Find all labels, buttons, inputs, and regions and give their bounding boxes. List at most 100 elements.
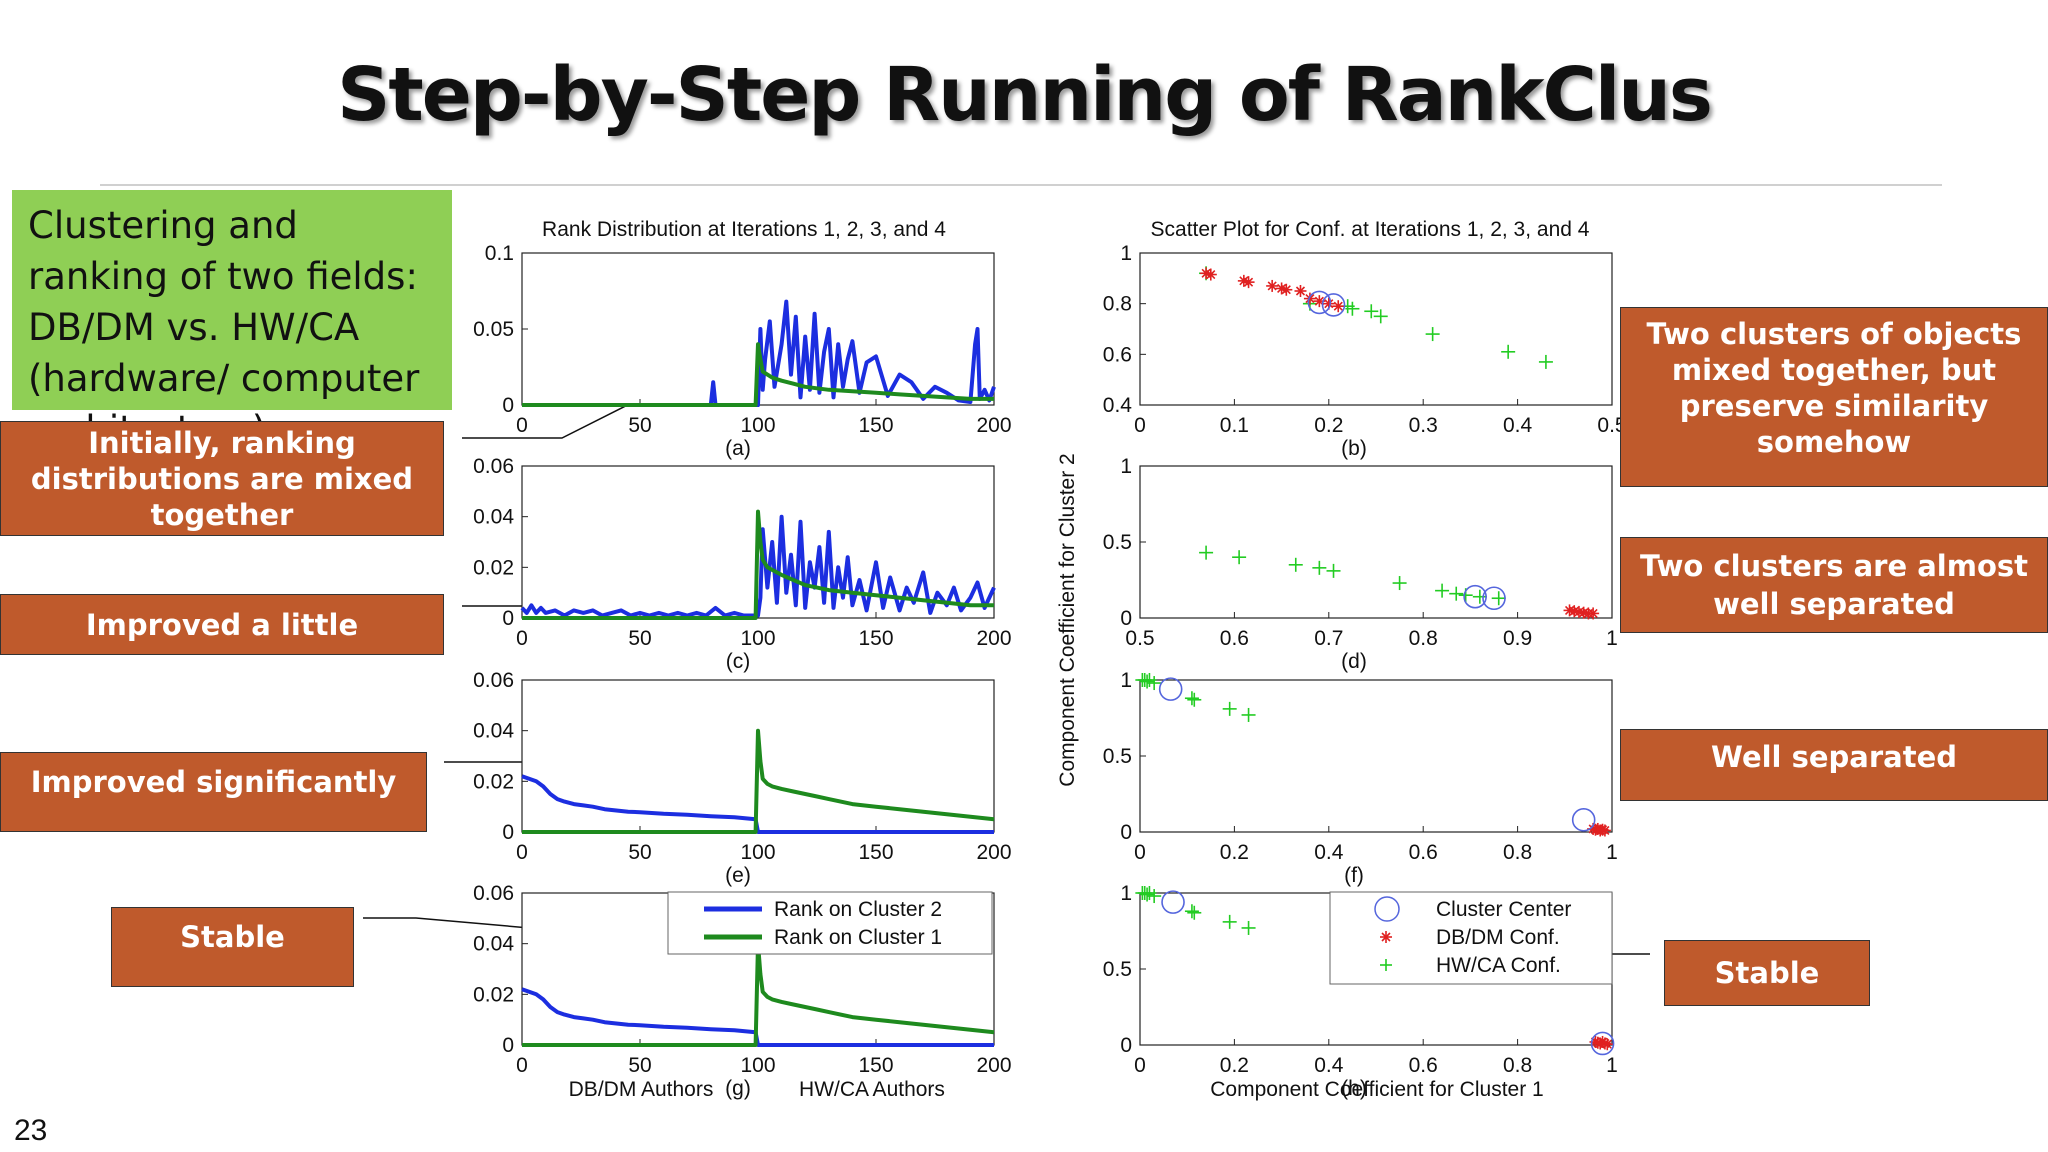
x-tick-label: 150 — [858, 627, 893, 650]
panel-b-title: Scatter Plot for Conf. at Iterations 1, … — [1151, 218, 1590, 241]
callout-mixed-similarity: Two clusters of objects mixed together, … — [1620, 307, 2048, 487]
x-tick-label: 0.8 — [1503, 841, 1532, 864]
x-tick-label: 0 — [1134, 414, 1146, 437]
y-tick-label: 0.5 — [1103, 531, 1132, 554]
dbdm-point-d2 — [1206, 269, 1216, 280]
dbdm-point — [1322, 297, 1335, 310]
x-tick-label: 150 — [858, 414, 893, 437]
x-tick-label: 1 — [1606, 841, 1618, 864]
x-tick-label: 200 — [976, 414, 1011, 437]
y-tick-label: 0 — [1120, 607, 1132, 630]
callout-mixed-similarity-text: Two clusters of objects mixed together, … — [1646, 317, 2022, 459]
hwca-point — [1538, 354, 1553, 369]
x-tick-label: 150 — [858, 841, 893, 864]
hwca-point — [1373, 309, 1388, 324]
x-tick-label: 150 — [858, 1054, 893, 1077]
dbdm-point — [1601, 1038, 1614, 1051]
hwca-point — [1435, 583, 1450, 598]
x-tick-label: 0.5 — [1597, 414, 1626, 437]
dbdm-point — [1587, 607, 1600, 620]
y-tick-label: 0 — [502, 1034, 514, 1057]
panel-b-frame — [1139, 252, 1613, 406]
y-tick-label: 0.8 — [1103, 293, 1132, 316]
legend-cluster-center: Cluster Center — [1436, 898, 1571, 921]
x-tick-label: 0.8 — [1503, 1054, 1532, 1077]
hwca-point — [1472, 589, 1487, 604]
hwca-point — [1140, 674, 1155, 689]
y-tick-label: 0 — [502, 607, 514, 630]
panel-f: 0 0.2 0.4 0.6 0.8 1 0 0.5 1 (f) — [1103, 669, 1618, 887]
x-tick-label: 0 — [1134, 1054, 1146, 1077]
series-cluster2-line — [521, 987, 994, 1047]
dbdm-point-d2 — [1281, 285, 1291, 295]
y-tick-label: 0.05 — [473, 318, 514, 341]
x-tick-label: 100 — [740, 1054, 775, 1077]
x-tick-label: 0.6 — [1409, 1054, 1438, 1077]
panel-b: 0 0.1 0.2 0.3 0.4 0.5 0.4 0.6 0.8 1 (b) — [1103, 242, 1627, 460]
cluster-center — [1307, 290, 1332, 315]
y-tick-label: 1 — [1120, 242, 1132, 265]
y-tick-label: 1 — [1120, 455, 1132, 478]
hwca-point — [1241, 920, 1256, 935]
panel-d: 0.5 0.6 0.7 0.8 0.9 100.51(d) — [1103, 455, 1618, 673]
hwca-point — [1222, 701, 1237, 716]
legend-scatter: Cluster Center DB/DM Conf. HW/CA Conf. — [1329, 891, 1613, 985]
x-tick-label: 200 — [976, 841, 1011, 864]
x-tick-label: 0 — [516, 627, 528, 650]
hwca-point — [1392, 576, 1407, 591]
panel-g-xlabel-right: HW/CA Authors — [799, 1078, 945, 1101]
y-tick-label: 0 — [502, 394, 514, 417]
dbdm-point-d2 — [1314, 296, 1324, 306]
slide-title: Step-by-Step Running of RankClus — [337, 52, 1713, 138]
panel-h-xlabel: Component Coefficient for Cluster 1 — [1210, 1078, 1543, 1101]
cluster-center — [1482, 586, 1506, 611]
x-tick-label: 0.6 — [1220, 627, 1249, 650]
x-tick-label: 50 — [628, 414, 651, 437]
x-tick-label: 50 — [628, 841, 651, 864]
x-tick-label: 50 — [628, 1054, 651, 1077]
dbdm-point-d2 — [1295, 286, 1306, 296]
hwca-point — [1140, 887, 1155, 902]
y-tick-label: 1 — [1120, 882, 1132, 905]
dbdm-point — [1280, 283, 1293, 296]
legend-rank-cluster2: Rank on Cluster 2 — [774, 898, 942, 921]
x-tick-label: 0.5 — [1125, 627, 1154, 650]
x-tick-label: 0.2 — [1314, 414, 1343, 437]
callout-almost-separated-text: Two clusters are almost well separated — [1639, 549, 2029, 621]
y-tick-label: 0.04 — [473, 933, 514, 956]
callout-stable-right-text: Stable — [1714, 956, 1820, 990]
panel-a-title: Rank Distribution at Iterations 1, 2, 3,… — [542, 218, 946, 241]
panel-c: 0 50 100 150 200 0 0.02 0.04 0.06 (c) — [473, 455, 1011, 673]
panel-g-xlabel-left: DB/DM Authors — [569, 1078, 714, 1101]
y-tick-label: 0.5 — [1103, 745, 1132, 768]
y-tick-label: 0.04 — [473, 506, 514, 529]
x-tick-label: 1 — [1606, 1054, 1618, 1077]
callout-improved-little: Improved a little — [0, 594, 444, 655]
callout-improved-significantly: Improved significantly — [0, 752, 427, 832]
legend-dbdm-conf: DB/DM Conf. — [1436, 926, 1560, 949]
callout-well-separated: Well separated — [1620, 729, 2048, 801]
hwca-point — [1288, 557, 1303, 572]
hwca-point — [1232, 550, 1247, 565]
callout-improved-significantly-text: Improved significantly — [30, 765, 397, 799]
panel-label: (c) — [726, 650, 751, 673]
x-tick-label: 0.8 — [1409, 627, 1438, 650]
x-tick-label: 0 — [1134, 841, 1146, 864]
y-tick-label: 0.06 — [473, 882, 514, 905]
legend-rank-cluster1: Rank on Cluster 1 — [774, 926, 942, 949]
hwca-point — [1425, 327, 1440, 342]
dbdm-point-d2 — [1333, 301, 1343, 311]
dbdm-point-d2 — [1243, 277, 1254, 287]
y-tick-label: 0.5 — [1103, 958, 1132, 981]
y-tick-label: 0.4 — [1103, 394, 1133, 417]
cluster-center — [1321, 293, 1346, 317]
hwca-point — [1199, 545, 1214, 560]
legend-hwca-conf: HW/CA Conf. — [1436, 954, 1561, 977]
cluster-center — [1161, 890, 1185, 914]
panel-f-frame — [1139, 679, 1613, 833]
panel-label: (h) — [1341, 1077, 1367, 1100]
y-tick-label: 0.02 — [473, 983, 514, 1006]
x-tick-label: 100 — [740, 627, 775, 650]
series-cluster2-line — [520, 514, 996, 618]
